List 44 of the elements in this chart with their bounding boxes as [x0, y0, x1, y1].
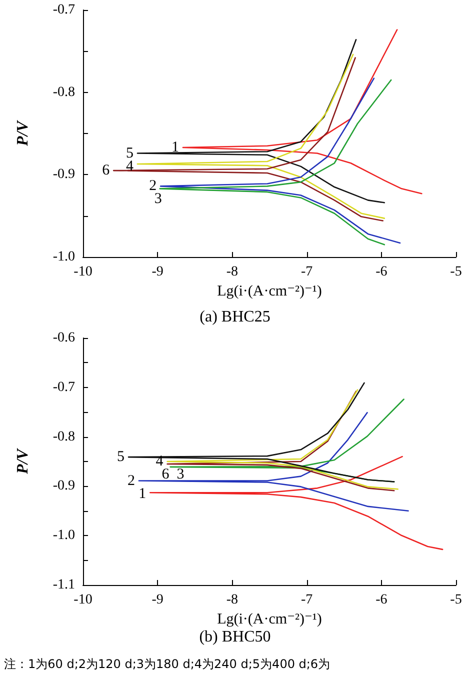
y-tick-label: -0.9 [52, 167, 75, 182]
x-axis-title: Lg(i·(A·cm⁻²)⁻¹) [217, 283, 322, 300]
text: 注：1为60 d;2为120 d;3为180 d;4为240 d;5为400 d;6为 [4, 657, 330, 671]
series-label: 5 [126, 145, 134, 162]
y-axis-title: P/V [14, 448, 32, 475]
y-tick-label: -1.0 [52, 528, 75, 544]
x-tick-label: -9 [152, 264, 164, 280]
line-series [138, 412, 409, 512]
series-label: 3 [154, 191, 162, 208]
y-tick-label: -0.8 [52, 429, 75, 444]
series-label: 2 [149, 178, 157, 194]
series-label: 6 [162, 466, 170, 482]
y-tick-label: -0.6 [52, 330, 75, 346]
y-tick-label: -1.0 [52, 250, 75, 264]
series-label: 5 [117, 449, 125, 466]
y-tick-label: -0.8 [52, 84, 75, 100]
x-tick-label: -5 [450, 264, 462, 280]
y-tick-label: -0.7 [52, 2, 75, 18]
y-tick-label: -0.7 [52, 380, 75, 395]
x-tick-label: -9 [152, 592, 164, 608]
line-series [136, 38, 386, 204]
x-tick-label: -10 [74, 592, 92, 608]
x-tick-label: -6 [376, 264, 388, 280]
x-tick-label: -10 [74, 264, 92, 280]
series-label: 6 [102, 162, 110, 179]
y-axis-title: P/V [14, 120, 32, 147]
y-tick-label: -1.1 [52, 578, 75, 592]
series-label: 2 [127, 472, 135, 489]
x-tick-label: -7 [300, 264, 313, 280]
x-axis-title: Lg(i·(A·cm⁻²)⁻¹) [217, 611, 322, 628]
x-tick-label: -5 [450, 592, 462, 608]
y-tick-label: -0.9 [52, 478, 75, 494]
x-tick-label: -8 [226, 592, 238, 608]
line-series [182, 29, 422, 194]
text: (b) BHC50 [199, 628, 271, 646]
series-label: 1 [171, 139, 179, 156]
x-tick-label: -8 [226, 264, 238, 280]
text: (a) BHC25 [200, 308, 270, 326]
line-series [149, 456, 444, 550]
x-tick-label: -6 [376, 592, 388, 608]
series-label: 1 [138, 486, 146, 502]
series-label: 3 [176, 466, 184, 482]
x-tick-label: -7 [300, 592, 313, 608]
series-label: 4 [156, 454, 164, 470]
